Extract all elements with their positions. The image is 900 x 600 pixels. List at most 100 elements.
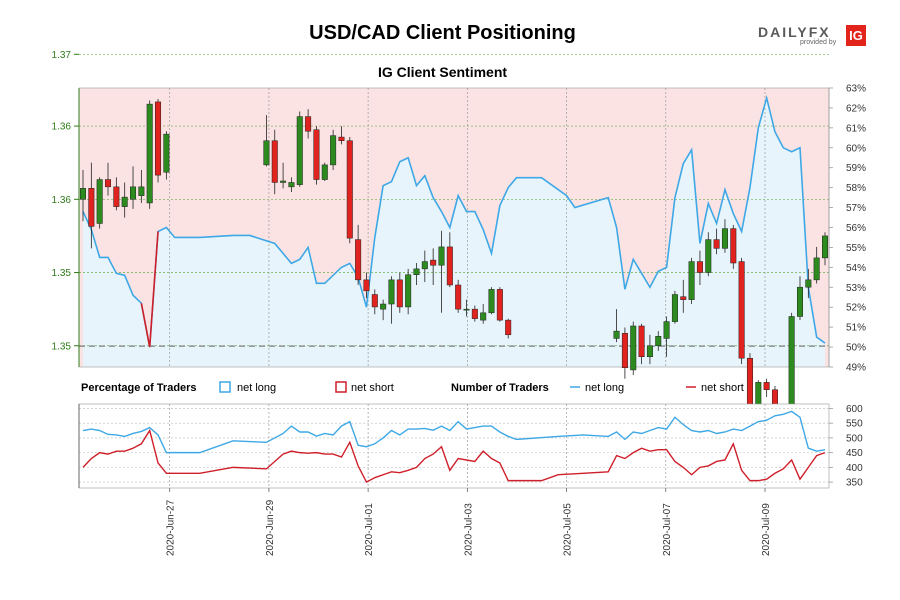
ig-logo-icon: IG [846,25,866,46]
candle-body [121,196,128,207]
traders-net-long-line [82,410,826,454]
traders-tick-label: 400 [846,463,863,474]
x-tick-label: 2020-Jul-05 [563,503,574,556]
legend-long-swatch [219,381,231,393]
x-tick-label: 2020-Jul-01 [364,503,375,556]
candle [405,268,412,315]
candle [705,232,712,277]
legend-num-net-long: net long [585,382,624,394]
candle-body [313,129,320,180]
traders-tick-label: 600 [846,404,863,415]
candle-body [146,103,153,204]
candle [471,305,478,322]
candle-body [638,325,645,357]
candle-body [363,279,370,292]
candle [813,246,820,284]
candle-body [263,140,270,166]
candle [730,224,737,269]
candle [696,250,703,285]
candle [655,331,662,351]
candle-body [380,303,387,310]
candle [463,299,470,317]
sentiment-tick-label: 50% [846,343,866,354]
candle [763,378,770,398]
candle-body [705,239,712,273]
candle-body [130,186,137,200]
candle-body [88,188,95,227]
candle-body [488,289,495,314]
candle-body [796,286,803,317]
candle [330,129,337,171]
x-axis: 2020-Jun-27 2020-Jun-29 2020-Jul-01 2020-Ju… [166,488,772,556]
candle-body [138,186,145,196]
candle-body [496,289,503,321]
grid [79,53,829,367]
price-tick-label: 1.37 [52,50,72,61]
traders-frame [78,403,830,489]
candle [396,272,403,313]
traders-tick-label: 550 [846,419,863,430]
candle [263,115,270,167]
candle [446,232,453,288]
sentiment-tick-label: 54% [846,263,866,274]
candle [80,170,86,222]
candle [505,318,512,339]
candle [130,166,137,209]
traders-tick-label: 500 [846,433,863,444]
sentiment-net-long-line [82,94,826,348]
candle [630,321,637,376]
sentiment-tick-label: 49% [846,363,866,374]
candle-body [280,180,287,183]
candle-body [405,274,412,308]
candle [313,126,320,185]
candle [363,272,370,299]
sentiment-tick-label: 53% [846,283,866,294]
candle-body [163,133,170,173]
candle [121,182,128,218]
sentiment-tick-label: 51% [846,323,866,334]
candle [496,287,503,322]
sentiment-line [82,94,826,348]
candle [338,126,345,145]
candle-body [96,179,103,224]
sentiment-net-short-segment [140,231,159,348]
candle [371,289,378,315]
dailyfx-logo: DAILYFX provided by IG [758,24,868,48]
logo-provided-by: provided by [800,39,837,46]
candle [296,111,303,187]
legend-num-net-short: net short [701,382,744,394]
candle-body [305,116,312,132]
candle [113,177,120,211]
candle [822,232,828,266]
candle [421,250,428,283]
candle-body [763,382,770,390]
candle [721,219,728,253]
candle-body [396,279,403,308]
chart-title: USD/CAD Client Positioning [309,22,576,44]
candle-body [721,228,728,249]
traders-tick-label: 350 [846,478,863,489]
legend-percentage-heading: Percentage of Traders [81,382,197,394]
candle [438,230,445,313]
candle [455,279,462,313]
candle-body [413,268,420,275]
candle [305,109,312,139]
axes: 1.35 1.35 1.36 1.36 1.37 49% 50% 51% 52% 53% 54% 55… [52,50,867,374]
candle-body [113,186,120,207]
candle-body [730,228,737,264]
candle-body [680,296,687,300]
candle [146,100,153,209]
x-tick-label: 2020-Jul-03 [463,503,474,556]
chart-subtitle: IG Client Sentiment [377,64,508,80]
candle [621,327,628,379]
candle [688,257,695,305]
candle-body [471,308,478,319]
legend-pct-net-short: net short [351,382,394,394]
candle-body [446,246,453,286]
candle-body [388,279,395,305]
long-zone-background [83,97,825,367]
candle-body [822,235,828,259]
legend-short-swatch [335,381,347,393]
x-tick-label: 2020-Jun-27 [166,499,177,556]
logo-text-a: DAILY [758,24,809,40]
